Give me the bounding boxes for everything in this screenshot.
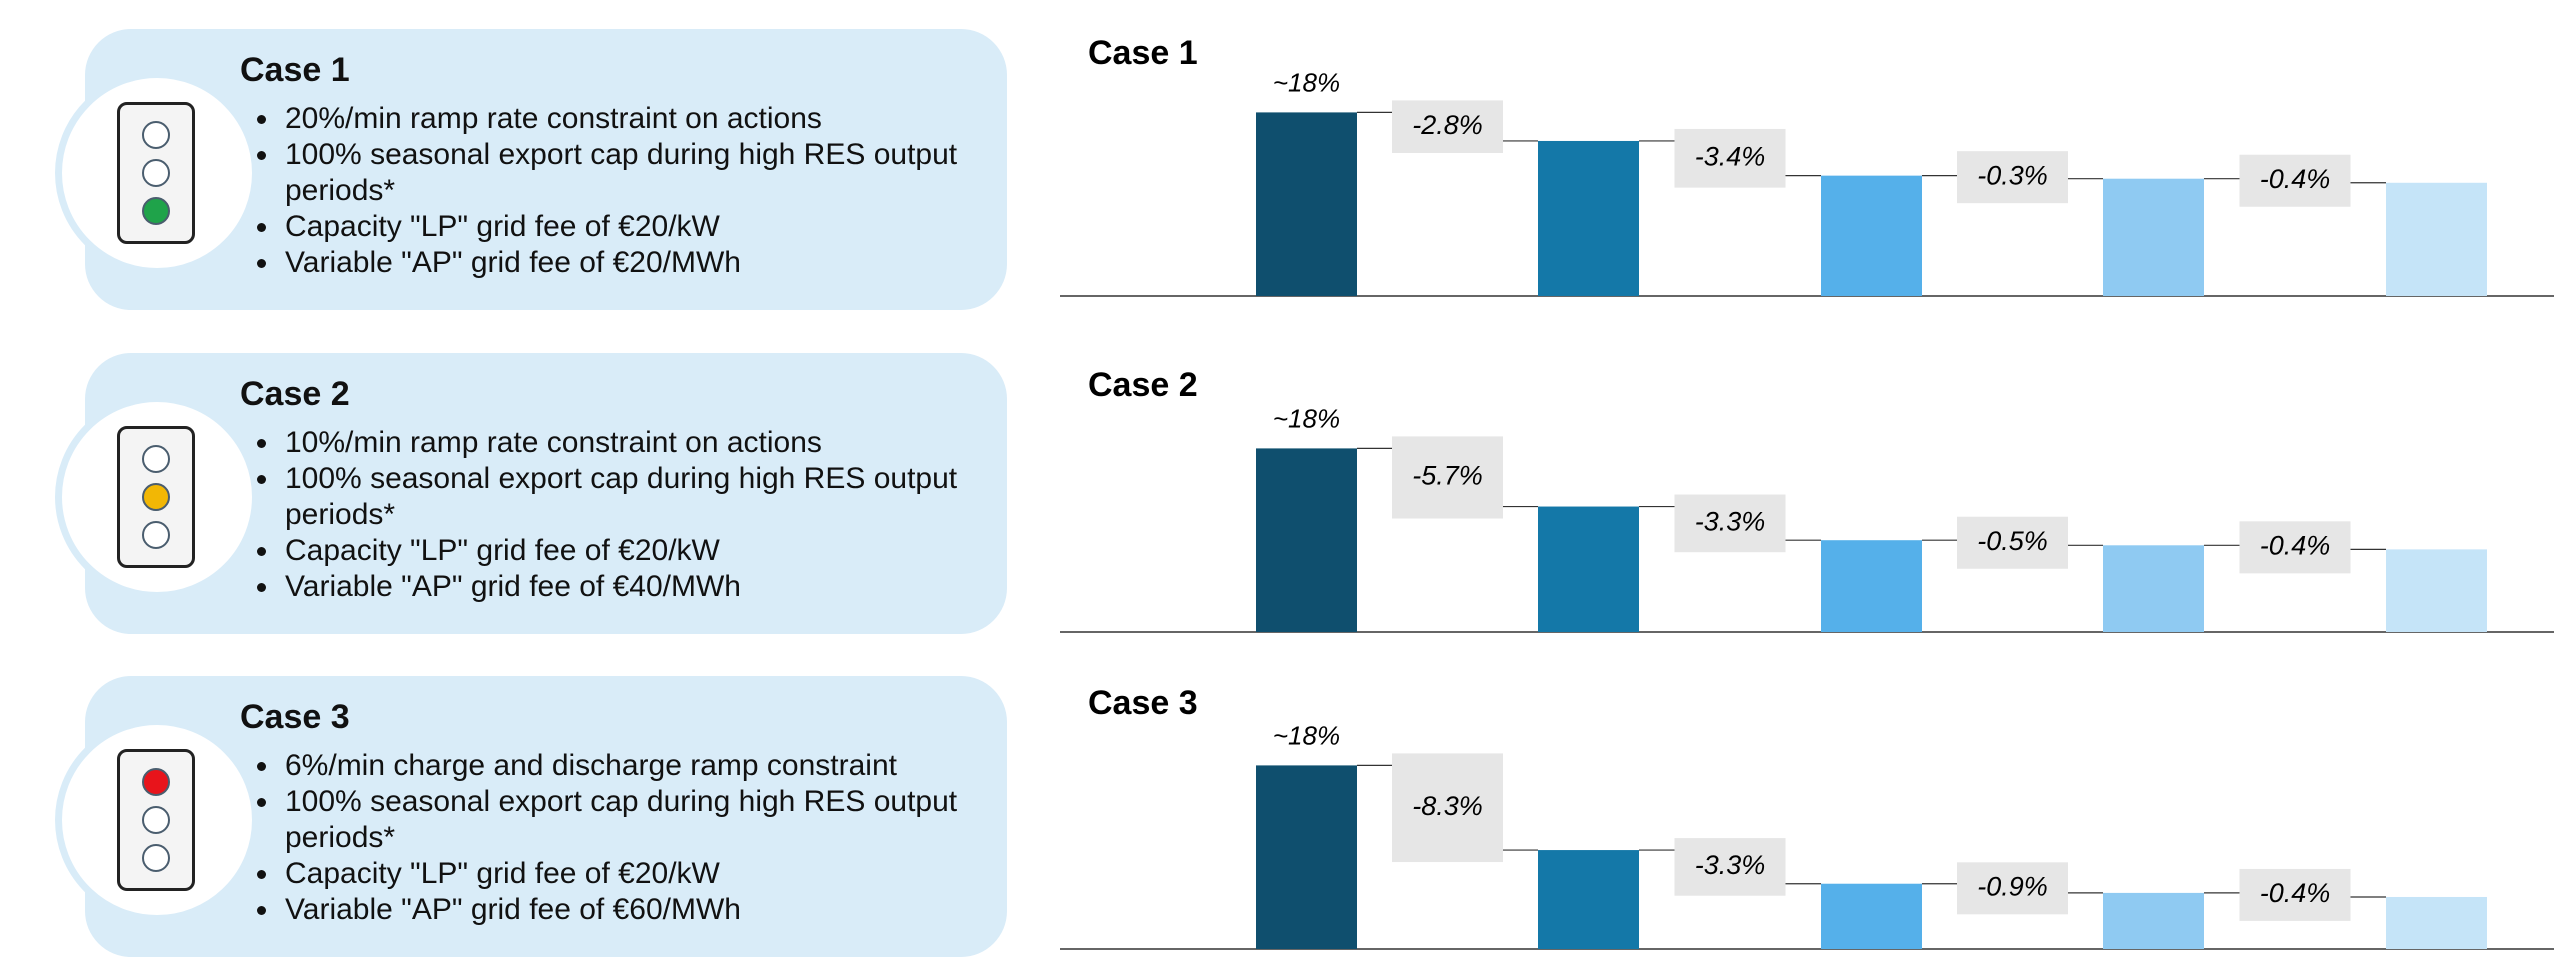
signal-circle xyxy=(55,395,259,599)
case-card: Case 1 20%/min ramp rate constraint on ac… xyxy=(55,29,1007,310)
delta-box xyxy=(1957,151,2068,204)
delta-box xyxy=(1674,128,1786,188)
delta-box xyxy=(1674,494,1786,553)
chart-title: Case 1 xyxy=(1088,34,1198,72)
bullet: Capacity "LP" grid fee of €20/kW xyxy=(281,209,971,245)
bullet-list: 20%/min ramp rate constraint on actions1… xyxy=(235,101,971,281)
delta-label: -0.4% xyxy=(2260,878,2331,908)
delta-label: -0.3% xyxy=(1977,160,2048,190)
bullet: Variable "AP" grid fee of €60/MWh xyxy=(281,892,971,928)
case-title: Case 1 xyxy=(240,51,350,89)
delta-label: -0.4% xyxy=(2260,164,2331,194)
delta-box xyxy=(1674,838,1786,896)
signal-lamp xyxy=(142,483,170,511)
bullet-list: 6%/min charge and discharge ramp constra… xyxy=(235,748,971,928)
signal-lamp xyxy=(142,197,170,225)
signal-circle xyxy=(55,718,259,922)
bullet: 20%/min ramp rate constraint on actions xyxy=(281,101,971,137)
bar xyxy=(2103,892,2204,949)
delta-box xyxy=(2239,868,2351,921)
bar xyxy=(2386,896,2487,949)
delta-box xyxy=(1392,100,1503,153)
bullet: 10%/min ramp rate constraint on actions xyxy=(281,425,971,461)
bar xyxy=(1538,140,1639,296)
chart-title: Case 2 xyxy=(1088,366,1198,404)
signal-lamp xyxy=(142,768,170,796)
value-label: ~18% xyxy=(1273,403,1340,433)
bar xyxy=(2386,182,2487,296)
bullet: Variable "AP" grid fee of €40/MWh xyxy=(281,569,971,605)
delta-label: -5.7% xyxy=(1412,461,1483,491)
bar xyxy=(1256,765,1357,949)
delta-box xyxy=(1392,436,1503,519)
delta-box xyxy=(1957,516,2068,569)
delta-label: -0.4% xyxy=(2260,530,2331,560)
signal-lamp xyxy=(142,844,170,872)
delta-label: -3.4% xyxy=(1695,141,1766,171)
delta-label: -0.9% xyxy=(1977,871,2048,901)
delta-label: -3.3% xyxy=(1695,506,1766,536)
bullet: Variable "AP" grid fee of €20/MWh xyxy=(281,245,971,281)
bar xyxy=(1538,506,1639,632)
delta-box xyxy=(2239,521,2351,574)
bar xyxy=(1538,850,1639,949)
bullet: 6%/min charge and discharge ramp constra… xyxy=(281,748,971,784)
bullet: Capacity "LP" grid fee of €20/kW xyxy=(281,856,971,892)
bullet: Capacity "LP" grid fee of €20/kW xyxy=(281,533,971,569)
bar xyxy=(2386,549,2487,632)
bullet: 100% seasonal export cap during high RES… xyxy=(281,784,971,856)
value-label: ~18% xyxy=(1273,720,1340,750)
bullet-list: 10%/min ramp rate constraint on actions1… xyxy=(235,425,971,605)
bar xyxy=(1821,175,1922,296)
signal-lamp xyxy=(142,445,170,473)
value-label: ~18% xyxy=(1273,67,1340,97)
bar xyxy=(1256,112,1357,297)
case-card: Case 3 6%/min charge and discharge ramp c… xyxy=(55,676,1007,957)
bar xyxy=(2103,178,2204,296)
traffic-light xyxy=(117,426,195,568)
bar xyxy=(2103,545,2204,632)
case-card: Case 2 10%/min ramp rate constraint on ac… xyxy=(55,353,1007,634)
delta-box xyxy=(2239,154,2351,207)
bar xyxy=(1821,540,1922,632)
bullet: 100% seasonal export cap during high RES… xyxy=(281,137,971,209)
signal-lamp xyxy=(142,159,170,187)
bar xyxy=(1256,448,1357,632)
signal-lamp xyxy=(142,806,170,834)
signal-circle xyxy=(55,71,259,275)
case-title: Case 3 xyxy=(240,698,350,736)
bar xyxy=(1821,883,1922,949)
delta-label: -3.3% xyxy=(1695,850,1766,880)
traffic-light xyxy=(117,102,195,244)
delta-label: -2.8% xyxy=(1412,110,1483,140)
chart-title: Case 3 xyxy=(1088,684,1198,722)
delta-label: -8.3% xyxy=(1412,791,1483,821)
bullet: 100% seasonal export cap during high RES… xyxy=(281,461,971,533)
delta-box xyxy=(1392,753,1503,863)
signal-lamp xyxy=(142,121,170,149)
signal-lamp xyxy=(142,521,170,549)
delta-label: -0.5% xyxy=(1977,526,2048,556)
charts: Case 1 ~18% -2.8% -3.4% -0.3% -0.4% Case 2 ~18%… xyxy=(1060,34,2554,950)
delta-box xyxy=(1957,862,2068,915)
case-title: Case 2 xyxy=(240,375,350,413)
traffic-light xyxy=(117,749,195,891)
